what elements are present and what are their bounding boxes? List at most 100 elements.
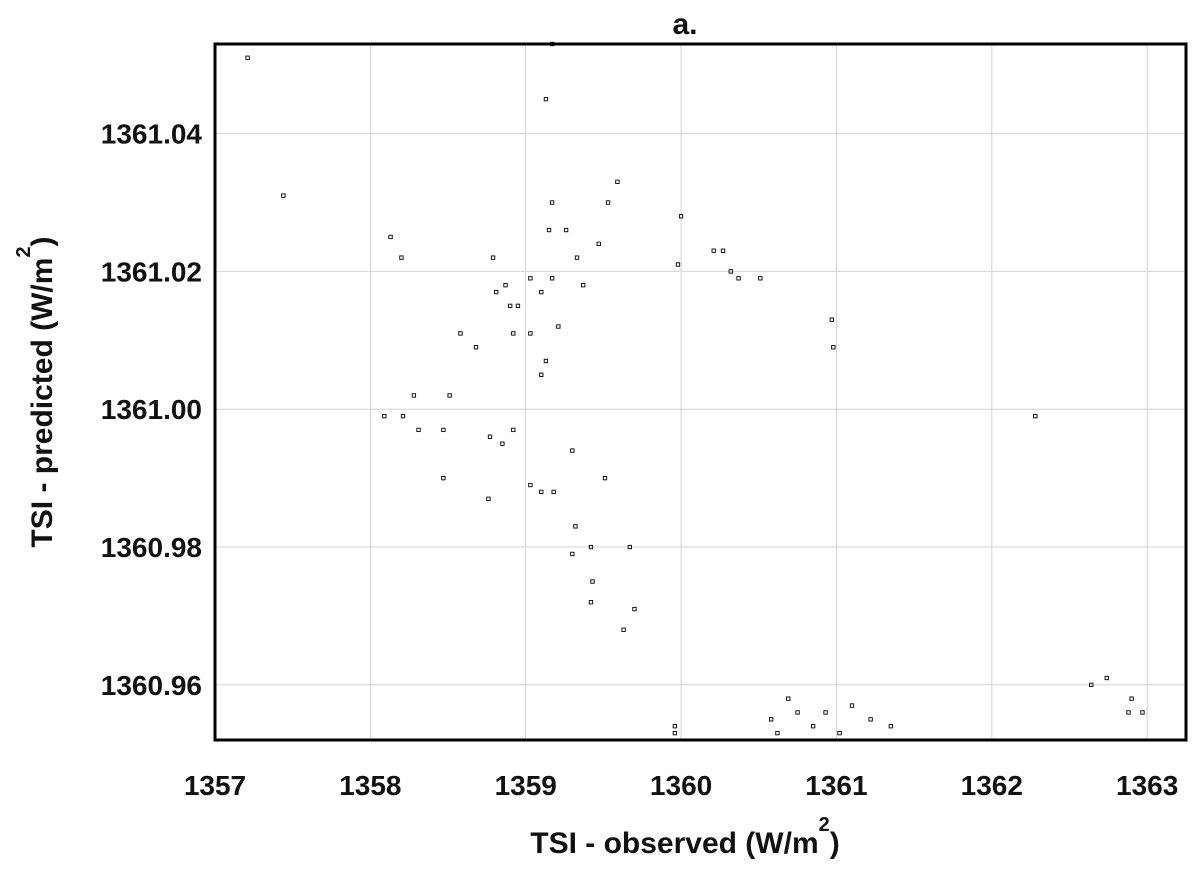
data-point	[399, 255, 404, 260]
data-point	[539, 489, 544, 495]
x-tick-labels: 1357 1358 1359 1360 1361 1362 1363	[184, 770, 1178, 801]
data-point	[546, 227, 552, 233]
data-point	[508, 303, 513, 309]
x-tick-label: 1360	[650, 770, 712, 801]
chart-title: a.	[672, 8, 697, 41]
data-point	[573, 524, 578, 529]
data-point	[1126, 710, 1131, 715]
data-point	[486, 496, 491, 501]
data-point	[245, 55, 250, 60]
y-tick-label: 1361.04	[101, 119, 203, 150]
data-point	[416, 427, 421, 433]
data-point	[810, 724, 816, 729]
data-point	[786, 696, 791, 701]
y-axis-title-close: )	[26, 236, 59, 246]
x-tick-label: 1363	[1116, 770, 1178, 801]
data-point	[621, 627, 626, 632]
data-point	[602, 475, 608, 481]
data-point	[678, 214, 684, 219]
data-point	[588, 600, 594, 605]
y-axis-title: TSI - predicted (W/m2)	[13, 236, 59, 547]
data-point	[539, 289, 544, 295]
y-axis-title-superscript: 2	[13, 246, 35, 257]
data-point	[539, 372, 544, 377]
data-point	[494, 289, 499, 295]
data-point	[795, 710, 800, 715]
data-point	[605, 200, 611, 205]
data-point	[581, 283, 586, 288]
y-tick-label: 1360.98	[101, 532, 202, 563]
data-point	[528, 482, 533, 488]
data-point	[382, 413, 387, 419]
y-axis-title-text: TSI - predicted (W/m	[26, 258, 59, 548]
data-points	[245, 41, 1145, 736]
data-point	[868, 717, 873, 722]
data-point	[888, 724, 893, 729]
data-point	[503, 283, 508, 288]
data-point	[570, 551, 575, 557]
data-point	[458, 331, 463, 336]
data-point	[831, 345, 836, 350]
data-point	[829, 317, 834, 322]
data-point	[441, 427, 446, 433]
data-point	[711, 248, 716, 253]
data-point	[543, 358, 549, 364]
x-axis-title-close: )	[830, 827, 840, 860]
data-point	[400, 413, 406, 419]
data-point	[528, 331, 533, 336]
y-tick-labels: 1360.96 1360.98 1361.00 1361.02 1361.04	[101, 119, 203, 701]
data-point	[728, 269, 733, 274]
data-point	[775, 730, 780, 736]
x-tick-label: 1359	[495, 770, 557, 801]
data-point	[632, 606, 637, 612]
data-point	[720, 248, 726, 253]
plot-frame	[213, 42, 1188, 742]
data-point	[823, 710, 828, 715]
y-tick-label: 1360.96	[101, 670, 202, 701]
data-point	[615, 179, 620, 184]
data-point	[672, 724, 678, 729]
data-point	[736, 276, 741, 281]
data-point	[1033, 413, 1038, 419]
data-point	[549, 200, 555, 205]
data-point	[473, 345, 479, 350]
y-tick-label: 1361.00	[101, 394, 202, 425]
data-point	[837, 730, 842, 736]
data-point	[447, 393, 452, 398]
data-point	[281, 193, 286, 198]
data-point	[1104, 675, 1109, 681]
data-point	[1129, 696, 1134, 701]
x-axis-title-text: TSI - observed (W/m	[530, 827, 818, 860]
data-point	[511, 427, 516, 433]
data-point	[515, 303, 521, 309]
data-point	[574, 255, 580, 260]
data-point	[769, 717, 774, 722]
y-tick-label: 1361.02	[101, 256, 202, 287]
data-point	[596, 241, 601, 246]
data-point	[487, 434, 493, 439]
data-point	[590, 579, 595, 584]
data-point	[849, 703, 855, 708]
data-point	[556, 324, 561, 329]
data-point	[1140, 710, 1145, 715]
data-point	[588, 544, 594, 550]
x-tick-label: 1358	[339, 770, 401, 801]
x-axis-title-superscript: 2	[819, 814, 830, 836]
data-point	[672, 730, 678, 736]
data-point	[441, 475, 446, 481]
data-point	[675, 262, 681, 267]
x-tick-label: 1361	[805, 770, 867, 801]
x-tick-label: 1362	[961, 770, 1023, 801]
x-axis-title: TSI - observed (W/m2)	[530, 814, 840, 860]
data-point	[528, 276, 533, 281]
grid-lines	[214, 44, 1186, 740]
data-point	[627, 544, 632, 550]
data-point	[570, 448, 575, 453]
data-point	[1089, 682, 1094, 688]
x-tick-label: 1357	[184, 770, 246, 801]
data-point	[511, 331, 516, 336]
data-point	[549, 276, 555, 281]
data-point	[543, 96, 549, 102]
data-point	[490, 255, 496, 260]
